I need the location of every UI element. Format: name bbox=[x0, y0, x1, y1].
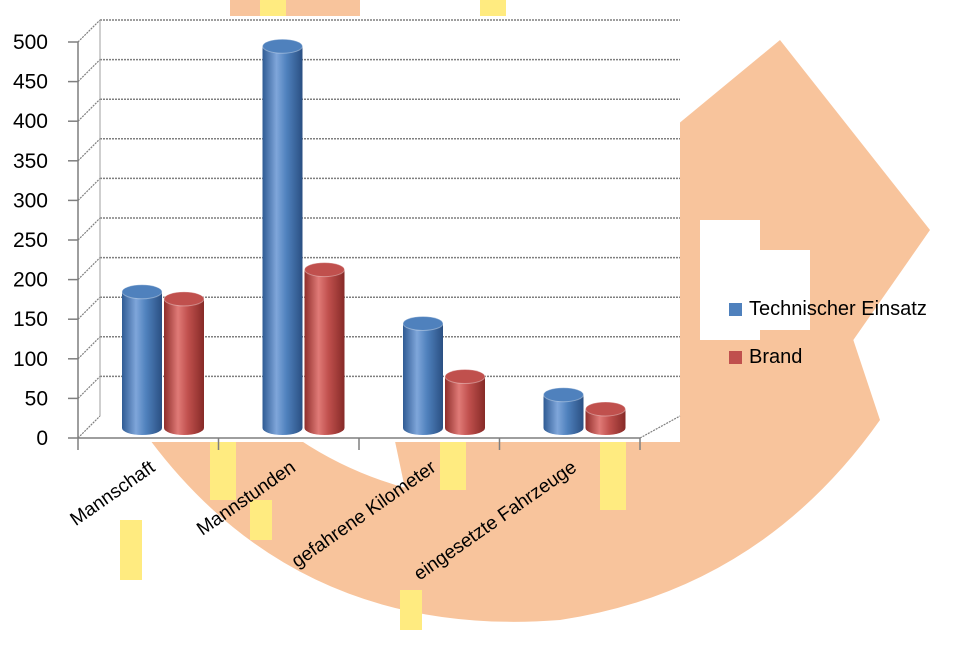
bar-top bbox=[304, 262, 345, 278]
bar-base bbox=[543, 421, 584, 435]
bar-top bbox=[121, 284, 163, 300]
bar-top bbox=[543, 387, 584, 403]
bar-top bbox=[402, 315, 444, 331]
bar-brand bbox=[585, 401, 626, 435]
gridline-depth bbox=[77, 19, 101, 43]
bar-base bbox=[164, 421, 204, 435]
bars bbox=[121, 38, 626, 435]
bar-brand bbox=[304, 262, 345, 435]
y-tick-label: 350 bbox=[13, 150, 48, 173]
bar-body bbox=[445, 376, 485, 428]
legend-swatch bbox=[729, 303, 742, 316]
y-tick-label: 50 bbox=[25, 387, 48, 410]
x-category-label: Mannschaft bbox=[67, 456, 160, 530]
watermark-accent-5 bbox=[120, 520, 142, 580]
watermark-accent-2 bbox=[210, 440, 236, 500]
bar-top bbox=[585, 401, 626, 417]
watermark-notch bbox=[700, 220, 760, 340]
watermark-accent-4 bbox=[600, 440, 626, 510]
bar-body bbox=[403, 323, 443, 428]
gridline-depth bbox=[77, 257, 101, 281]
y-tick-label: 250 bbox=[13, 229, 48, 252]
bar-brand bbox=[163, 291, 205, 435]
bar-base bbox=[262, 421, 303, 435]
bar-base bbox=[403, 421, 443, 435]
gridline-depth bbox=[77, 138, 101, 162]
y-tick-label: 300 bbox=[13, 189, 48, 212]
bar-technischer-einsatz bbox=[543, 387, 584, 435]
floor-edge bbox=[639, 415, 681, 439]
plot-area-background bbox=[60, 16, 680, 442]
y-tick-label: 100 bbox=[13, 348, 48, 371]
bar-technischer-einsatz bbox=[121, 284, 163, 435]
gridline-depth bbox=[77, 375, 101, 399]
gridline-depth bbox=[77, 59, 101, 83]
bar-body bbox=[122, 291, 162, 428]
bar-technischer-einsatz bbox=[402, 315, 444, 435]
bar-top bbox=[163, 291, 205, 307]
bar-base bbox=[122, 421, 162, 435]
watermark-notch-2 bbox=[760, 250, 810, 330]
gridline-depth bbox=[77, 177, 101, 201]
gridline-depth bbox=[77, 296, 101, 320]
bar-body bbox=[304, 269, 345, 428]
gridline-depth bbox=[77, 415, 101, 439]
y-tick-label: 400 bbox=[13, 110, 48, 133]
legend: Technischer Einsatz Brand bbox=[729, 298, 927, 368]
y-tick-label: 200 bbox=[13, 269, 48, 292]
bar-base bbox=[304, 421, 345, 435]
bar-body bbox=[164, 298, 204, 428]
gridline-depth bbox=[77, 98, 101, 122]
bar-base bbox=[445, 421, 485, 435]
watermark-accent-7 bbox=[400, 590, 422, 630]
bar-technischer-einsatz bbox=[262, 38, 303, 435]
gridline-depth bbox=[77, 217, 101, 241]
legend-label: Technischer Einsatz bbox=[749, 298, 927, 320]
y-tick-label: 0 bbox=[36, 427, 48, 450]
axes bbox=[77, 20, 681, 450]
watermark-accent-1 bbox=[480, 0, 506, 20]
bar-brand bbox=[444, 369, 486, 435]
bar-body bbox=[262, 46, 303, 428]
y-tick-label: 500 bbox=[13, 31, 48, 54]
watermark-accent-3 bbox=[440, 440, 466, 490]
watermark-accent-6 bbox=[250, 500, 272, 540]
legend-swatch bbox=[729, 351, 742, 364]
bar-base bbox=[585, 421, 626, 435]
legend-label: Brand bbox=[749, 346, 802, 368]
y-tick-label: 150 bbox=[13, 308, 48, 331]
y-tick-label: 450 bbox=[13, 71, 48, 94]
bar-top bbox=[444, 369, 486, 385]
bar-top bbox=[262, 38, 303, 54]
gridline-depth bbox=[77, 336, 101, 360]
watermark-arc bbox=[150, 300, 880, 622]
